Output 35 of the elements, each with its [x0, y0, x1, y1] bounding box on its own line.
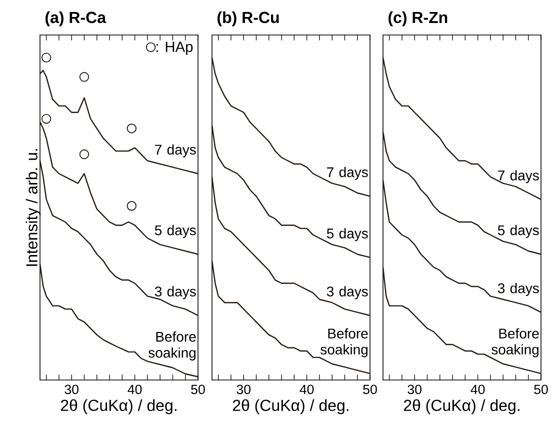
x-tick-label: 40: [300, 384, 314, 394]
series-label: Before soaking: [148, 331, 196, 360]
x-tick-label: 50: [191, 384, 205, 394]
series-label: 7 days: [327, 166, 368, 180]
point: [41, 114, 52, 124]
x-axis-title: 2θ (CuKα) / deg.: [60, 399, 176, 414]
x-tick-label: 50: [534, 384, 548, 394]
series-label: 5 days: [326, 228, 368, 242]
x-tick-label: 50: [363, 384, 377, 394]
point: [79, 149, 90, 160]
point: [126, 201, 137, 211]
x-tick-label: 30: [64, 384, 79, 394]
series-label: 5 days: [154, 224, 196, 238]
y-axis-title: Intensity / arb. u.: [26, 149, 41, 266]
chart-title: (a) R-Ca: [46, 11, 106, 26]
point: [126, 124, 137, 134]
x-tick-label: 30: [236, 384, 251, 394]
series-label: 3 days: [154, 286, 196, 300]
series-label: 3 days: [326, 286, 368, 300]
series-label: 7 days: [155, 144, 196, 158]
series-label: 3 days: [498, 282, 539, 296]
x-tick-label: 30: [408, 384, 422, 394]
chart-title: (c) R-Zn: [388, 11, 448, 26]
legend-label: : HAp: [156, 42, 193, 55]
x-axis-title: 2θ (CuKα) / deg.: [232, 399, 348, 414]
point: [41, 52, 52, 62]
x-tick-label: 40: [128, 384, 142, 394]
series-label: 7 days: [498, 170, 539, 184]
series-label: Before soaking: [320, 328, 368, 358]
series-label: Before soaking: [492, 328, 539, 358]
series-label: 5 days: [498, 224, 539, 238]
x-tick-label: 40: [470, 384, 485, 394]
x-axis-title: 2θ (CuKα) / deg.: [404, 399, 520, 414]
chart-title: (b) R-Cu: [218, 11, 279, 26]
point: [79, 72, 90, 82]
